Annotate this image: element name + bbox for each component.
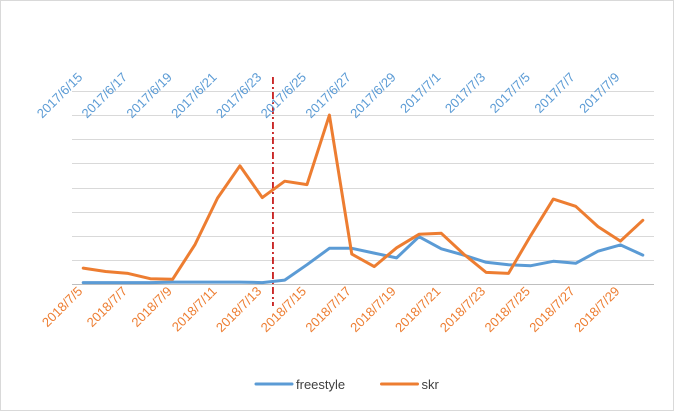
top-tick-label: 2017/7/5 bbox=[487, 70, 533, 116]
bottom-tick-label: 2018/7/23 bbox=[437, 284, 489, 336]
series-line-freestyle bbox=[81, 235, 645, 285]
bottom-tick-label: 2018/7/15 bbox=[258, 284, 310, 336]
bottom-tick-label: 2018/7/11 bbox=[169, 284, 220, 335]
top-tick-label: 2017/6/25 bbox=[258, 70, 310, 122]
top-tick-label: 2017/6/19 bbox=[123, 70, 175, 122]
gridlines bbox=[72, 91, 654, 285]
bottom-tick-label: 2018/7/21 bbox=[392, 284, 444, 336]
top-tick-label: 2017/6/17 bbox=[79, 70, 131, 122]
bottom-tick-label: 2018/7/17 bbox=[302, 284, 354, 336]
legend-label-skr: skr bbox=[422, 377, 440, 392]
bottom-tick-label: 2018/7/13 bbox=[213, 284, 265, 336]
top-tick-label: 2017/7/7 bbox=[531, 70, 577, 116]
top-axis-tick-labels: 2017/6/152017/6/172017/6/192017/6/212017… bbox=[34, 70, 623, 122]
top-tick-label: 2017/6/15 bbox=[34, 70, 86, 122]
top-tick-label: 2017/7/9 bbox=[576, 70, 622, 116]
bottom-tick-label: 2018/7/5 bbox=[39, 284, 85, 330]
bottom-tick-label: 2018/7/27 bbox=[526, 284, 578, 336]
top-tick-label: 2017/6/29 bbox=[347, 70, 399, 122]
bottom-tick-label: 2018/7/25 bbox=[481, 284, 533, 336]
series-line-skr bbox=[81, 113, 645, 281]
top-tick-label: 2017/7/1 bbox=[397, 70, 443, 116]
top-tick-label: 2017/6/27 bbox=[302, 70, 354, 122]
bottom-tick-label: 2018/7/29 bbox=[571, 284, 623, 336]
top-tick-label: 2017/6/23 bbox=[213, 70, 265, 122]
legend: freestyle skr bbox=[254, 377, 440, 392]
series-lines bbox=[81, 113, 645, 285]
top-tick-label: 2017/6/21 bbox=[168, 70, 220, 122]
top-tick-label: 2017/7/3 bbox=[442, 70, 488, 116]
bottom-tick-label: 2018/7/19 bbox=[347, 284, 399, 336]
bottom-tick-label: 2018/7/7 bbox=[84, 284, 130, 330]
bottom-tick-label: 2018/7/9 bbox=[128, 284, 174, 330]
legend-label-freestyle: freestyle bbox=[296, 377, 345, 392]
bottom-axis-tick-labels: 2018/7/52018/7/72018/7/92018/7/112018/7/… bbox=[39, 284, 623, 336]
